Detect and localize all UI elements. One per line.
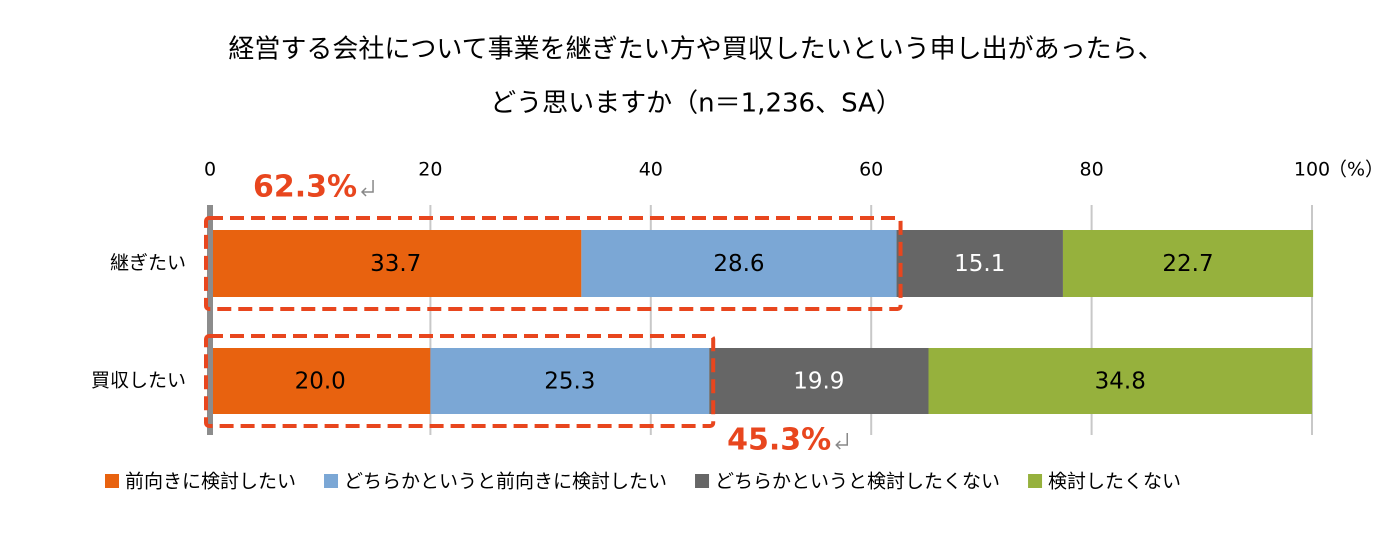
value-label: 33.7 bbox=[370, 251, 421, 277]
value-label: 19.9 bbox=[793, 369, 844, 395]
bar-segment bbox=[896, 230, 1063, 297]
value-label: 15.1 bbox=[954, 251, 1005, 277]
bar-segment bbox=[210, 230, 582, 297]
bar-segment bbox=[1062, 230, 1314, 297]
annotation-label: 62.3% bbox=[253, 170, 357, 205]
legend-swatch bbox=[324, 474, 339, 488]
legend-label: 検討したくない bbox=[1048, 471, 1181, 493]
chart-title: 経営する会社について事業を継ぎたい方や買収したいという申し出があったら、 bbox=[228, 35, 1163, 65]
annotation-label: 45.3% bbox=[727, 423, 831, 458]
x-tick-label: 100 bbox=[1294, 159, 1330, 181]
legend-label: 前向きに検討したい bbox=[125, 471, 296, 493]
value-label: 28.6 bbox=[713, 251, 764, 277]
chart-subtitle: どう思いますか（n＝1,236、SA） bbox=[490, 89, 902, 119]
legend-swatch bbox=[105, 474, 119, 488]
bar-segment bbox=[928, 348, 1312, 414]
x-tick-label: 40 bbox=[639, 159, 663, 181]
value-label: 34.8 bbox=[1095, 369, 1146, 395]
bar-segment bbox=[210, 348, 431, 414]
x-tick-label: 60 bbox=[859, 159, 883, 181]
bar-segment bbox=[430, 348, 710, 414]
annotation-box bbox=[204, 216, 903, 311]
value-label: 20.0 bbox=[295, 369, 346, 395]
x-axis-label: （%） bbox=[1328, 159, 1384, 181]
return-mark bbox=[835, 433, 848, 450]
legend-swatch bbox=[695, 474, 710, 488]
legend-label: どちらかというと検討したくない bbox=[715, 471, 1000, 493]
x-tick-label: 20 bbox=[418, 159, 442, 181]
x-tick-label: 80 bbox=[1080, 159, 1104, 181]
value-label: 22.7 bbox=[1162, 251, 1213, 277]
x-tick-label: 0 bbox=[204, 159, 216, 181]
return-mark bbox=[360, 180, 374, 197]
y-tick-label: 継ぎたい bbox=[110, 252, 186, 274]
y-tick-label: 買収したい bbox=[91, 370, 186, 392]
legend-label: どちらかというと前向きに検討したい bbox=[344, 471, 667, 493]
bar-segment bbox=[709, 348, 929, 414]
legend-swatch bbox=[1028, 474, 1043, 488]
bar-segment bbox=[581, 230, 897, 297]
value-label: 25.3 bbox=[544, 369, 595, 395]
annotation-box bbox=[204, 334, 716, 428]
